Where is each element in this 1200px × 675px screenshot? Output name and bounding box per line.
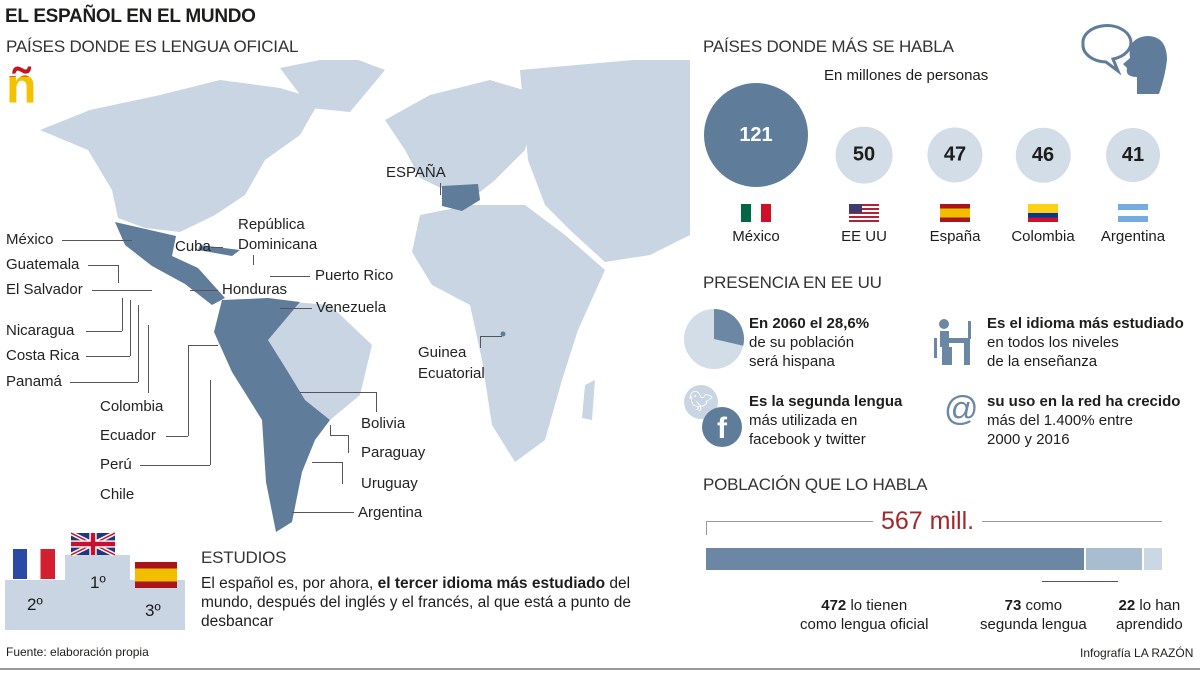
bar-total-label: 567 mill. (873, 507, 983, 536)
speaking-head-icon (1081, 24, 1167, 94)
bubble-label-1: EE UU (841, 228, 887, 245)
label-costa-rica: Costa Rica (6, 347, 80, 364)
uk (412, 128, 428, 155)
flag-icon-1 (849, 204, 879, 222)
podium: 1º 2º 3º (5, 532, 185, 630)
label-uruguay: Uruguay (361, 475, 418, 492)
label-bolivia: Bolivia (361, 415, 406, 432)
label-nicaragua: Nicaragua (6, 322, 75, 339)
label-puerto-rico: Puerto Rico (315, 267, 394, 284)
label-mexico: México (6, 231, 54, 248)
bubble-label-0: México (732, 228, 780, 245)
label-guinea-1: Guinea (418, 344, 467, 361)
label-guinea-2: Ecuatorial (418, 365, 485, 382)
label-ecuador: Ecuador (100, 427, 156, 444)
bubbles-heading: PAÍSES DONDE MÁS SE HABLA (703, 37, 954, 56)
bottom-rule (0, 668, 1200, 670)
brazil (262, 300, 372, 420)
europe (385, 80, 540, 192)
madagascar (582, 380, 595, 420)
map-heading: PAÍSES DONDE ES LENGUA OFICIAL (6, 37, 299, 56)
studies-text: El español es, por ahora, el tercer idio… (201, 575, 631, 630)
label-venezuela: Venezuela (316, 299, 387, 316)
world-map (40, 60, 690, 532)
label-colombia: Colombia (100, 398, 164, 415)
label-panama: Panamá (6, 373, 62, 390)
label-argentina: Argentina (358, 504, 423, 521)
bar-segment-0 (706, 548, 1084, 570)
bubble-label-4: Argentina (1100, 228, 1166, 245)
bubbles-subtitle: En millones de personas (824, 67, 989, 84)
bubble-label-2: España (929, 228, 981, 245)
label-paraguay: Paraguay (361, 444, 426, 461)
spain (442, 184, 480, 211)
bubble-2: 47 (927, 127, 983, 183)
label-cuba: Cuba (175, 238, 211, 255)
bubble-0: 121 (704, 83, 808, 187)
bubble-label-3: Colombia (1011, 228, 1075, 245)
bubble-1: 50 (835, 126, 893, 184)
studies-heading: ESTUDIOS (201, 548, 287, 567)
facebook-icon: f (702, 407, 742, 447)
fact-internet: su uso en la red ha crecido más del 1.400… (987, 393, 1181, 448)
presence-heading: PRESENCIA EN EE UU (703, 273, 882, 292)
label-guatemala: Guatemala (6, 256, 80, 273)
podium-third: 3º (145, 601, 161, 620)
bubble-4: 41 (1106, 128, 1160, 182)
pie-2060-icon (684, 309, 744, 369)
bar-heading: POBLACIÓN QUE LO HABLA (703, 475, 928, 494)
spain-flag-icon (135, 562, 177, 588)
flag-icon-3 (1028, 204, 1058, 222)
label-espana: ESPAÑA (386, 164, 446, 181)
label-republica-dominicana-2: Dominicana (238, 236, 318, 253)
bar-label-second: 73 como segunda lengua (980, 597, 1087, 633)
africa (412, 205, 605, 462)
flag-icon-4 (1118, 204, 1148, 222)
bar-label-official: 472 lo tienen como lengua oficial (800, 597, 929, 633)
label-peru: Perú (100, 456, 132, 473)
france-flag-icon (13, 549, 55, 579)
north-america (40, 80, 320, 232)
greenland (280, 60, 385, 112)
bar-segment-1 (1085, 548, 1143, 570)
asia (520, 60, 690, 262)
mexico-central-america (115, 222, 225, 305)
flag-icon-2 (940, 204, 970, 222)
cuba (198, 245, 240, 256)
podium-second: 2º (27, 595, 43, 614)
fact-most-studied: Es el idioma más estudiado en todos los n… (987, 315, 1184, 370)
label-republica-dominicana-1: República (238, 216, 305, 233)
at-sign-icon: @ (944, 390, 979, 428)
equatorial-guinea (500, 331, 506, 337)
bar-label-learned: 22 lo han aprendido (1116, 597, 1183, 633)
label-el-salvador: El Salvador (6, 281, 83, 298)
page-title: EL ESPAÑOL EN EL MUNDO (5, 6, 256, 27)
credit: Infografía LA RAZÓN (1080, 646, 1194, 660)
fact-2060: En 2060 el 28,6% de su población será hisp… (749, 315, 870, 370)
flag-icon-0 (741, 204, 771, 222)
enye-logo-icon: ñ (6, 58, 37, 114)
podium-first: 1º (90, 573, 106, 592)
source: Fuente: elaboración propia (6, 645, 149, 659)
bar-segment-2 (1144, 548, 1162, 570)
uk-flag-icon (71, 532, 115, 556)
andean-south-america (214, 298, 330, 532)
label-honduras: Honduras (222, 281, 288, 298)
student-desk-icon (934, 319, 971, 365)
bubble-3: 46 (1015, 127, 1071, 183)
fact-social: Es la segunda lengua más utilizada en face… (749, 393, 903, 448)
label-chile: Chile (100, 486, 135, 503)
